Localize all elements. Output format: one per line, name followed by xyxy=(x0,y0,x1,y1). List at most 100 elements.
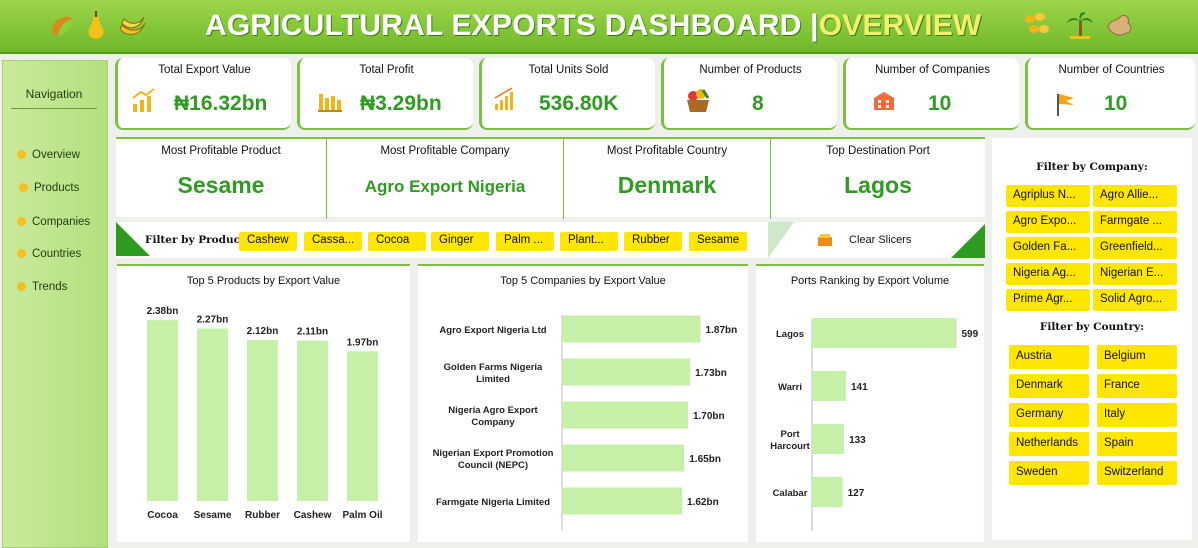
chart-top-products: Top 5 Products by Export Value 2.38bn Coc… xyxy=(117,264,410,542)
bar-data-label: 1.97bn xyxy=(347,337,379,348)
bar-data-label: 1.73bn xyxy=(695,368,727,379)
h-bar xyxy=(812,371,847,401)
title-main: AGRICULTURAL EXPORTS DASHBOARD | xyxy=(205,9,819,42)
bar-data-label: 133 xyxy=(849,435,866,446)
y-tick-label: Warri xyxy=(778,382,802,393)
mp-value: Denmark xyxy=(617,172,717,198)
country-chip[interactable]: Spain xyxy=(1097,432,1177,456)
company-chip[interactable]: Agro Expo... xyxy=(1006,211,1090,233)
product-chip[interactable]: Ginger xyxy=(431,232,489,251)
y-tick-label: Limited xyxy=(476,374,510,385)
x-tick-label: Cocoa xyxy=(147,510,178,521)
most-profitable-panel: Most Profitable Product Sesame Most Prof… xyxy=(116,137,985,219)
growth-chart-icon xyxy=(132,88,155,112)
nav-item-products[interactable]: Products xyxy=(19,182,79,194)
company-chip[interactable]: Agro Allie... xyxy=(1093,185,1177,207)
dashboard-title: AGRICULTURAL EXPORTS DASHBOARD |OVERVIEW xyxy=(205,9,981,43)
nav-label: Products xyxy=(34,182,80,194)
company-chip[interactable]: Greenfield... xyxy=(1093,237,1177,259)
company-chip[interactable]: Agriplus N... xyxy=(1006,185,1090,207)
company-chip[interactable]: Golden Fa... xyxy=(1006,237,1090,259)
y-tick-label: Harcourt xyxy=(770,441,810,452)
h-bar xyxy=(562,315,701,343)
company-chip[interactable]: Solid Agro... xyxy=(1093,289,1177,311)
kpi-total-export-value: Total Export Value ₦16.32bn xyxy=(115,58,291,130)
mp-label: Most Profitable Country xyxy=(606,145,728,157)
product-chip[interactable]: Cocoa xyxy=(368,232,426,251)
product-bar xyxy=(247,339,278,501)
product-chip[interactable]: Plant... xyxy=(560,232,618,251)
x-tick-label: Sesame xyxy=(194,510,232,521)
seeds-icon xyxy=(1025,13,1049,33)
country-chip[interactable]: Italy xyxy=(1097,403,1177,427)
kpi-label: Total Export Value xyxy=(158,64,251,76)
mp-label: Most Profitable Company xyxy=(380,145,510,157)
y-tick-label: Farmgate Nigeria Limited xyxy=(436,497,550,508)
company-chip[interactable]: Prime Agr... xyxy=(1006,289,1090,311)
nav-item-overview[interactable]: Overview xyxy=(17,149,80,161)
bar-data-label: 127 xyxy=(848,488,865,499)
kpi-number-of-companies: Number of Companies 10 xyxy=(843,58,1019,130)
kpi-label: Total Units Sold xyxy=(528,64,609,76)
product-chip[interactable]: Cashew xyxy=(239,232,297,251)
product-bar xyxy=(147,320,178,501)
corner-decoration xyxy=(951,224,985,258)
kpi-value: 10 xyxy=(1104,92,1128,115)
rising-bars-icon xyxy=(494,87,513,110)
product-bar xyxy=(197,328,228,501)
most-profitable-country: Most Profitable Country Denmark xyxy=(564,139,771,219)
bullet-icon xyxy=(17,282,26,292)
country-chip[interactable]: Sweden xyxy=(1009,461,1089,485)
kpi-label: Number of Countries xyxy=(1058,64,1165,76)
h-bar xyxy=(812,477,843,507)
chart-title: Top 5 Products by Export Value xyxy=(186,275,341,287)
country-chip[interactable]: Netherlands xyxy=(1009,432,1089,456)
nav-item-countries[interactable]: Countries xyxy=(17,248,81,260)
company-chip[interactable]: Farmgate ... xyxy=(1093,211,1177,233)
y-tick-label: Company xyxy=(471,417,515,428)
bar-data-label: 1.65bn xyxy=(689,454,721,465)
header-banner: AGRICULTURAL EXPORTS DASHBOARD |OVERVIEW xyxy=(0,0,1198,54)
clear-slicers-button[interactable]: Clear Slicers xyxy=(768,222,985,258)
country-chip[interactable]: Switzerland xyxy=(1097,461,1177,485)
product-filter-bar: Filter by Product: Cashew Cassa... Cocoa… xyxy=(116,222,768,258)
company-chip[interactable]: Nigerian E... xyxy=(1093,263,1177,285)
h-bar xyxy=(562,487,683,515)
country-chip[interactable]: Belgium xyxy=(1097,345,1177,369)
product-chip[interactable]: Sesame xyxy=(689,232,747,251)
y-tick-label: Council (NEPC) xyxy=(458,460,528,471)
kpi-value: ₦16.32bn xyxy=(174,92,268,115)
nav-item-companies[interactable]: Companies xyxy=(17,216,90,228)
country-chip[interactable]: Germany xyxy=(1009,403,1089,427)
country-chip[interactable]: France xyxy=(1097,374,1177,398)
bullet-icon xyxy=(17,249,26,259)
nav-label: Companies xyxy=(32,216,91,228)
product-chip[interactable]: Cassa... xyxy=(304,232,362,251)
bar-data-label: 599 xyxy=(961,329,978,340)
kpi-total-profit: Total Profit ₦3.29bn xyxy=(297,58,473,130)
bullet-icon xyxy=(17,217,26,227)
company-chip[interactable]: Nigeria Ag... xyxy=(1006,263,1090,285)
product-bar xyxy=(297,340,328,501)
h-bar xyxy=(562,444,685,472)
y-tick-label: Nigeria Agro Export xyxy=(448,405,538,416)
mp-value: Sesame xyxy=(177,172,265,198)
nav-item-trends[interactable]: Trends xyxy=(17,281,67,293)
product-chip[interactable]: Palm ... xyxy=(496,232,554,251)
most-profitable-company: Most Profitable Company Agro Export Nige… xyxy=(327,139,564,219)
country-chip[interactable]: Denmark xyxy=(1009,374,1089,398)
product-chip[interactable]: Rubber xyxy=(624,232,682,251)
banana-icon xyxy=(119,16,146,35)
country-chip[interactable]: Austria xyxy=(1009,345,1089,369)
top-destination-port: Top Destination Port Lagos xyxy=(771,139,985,219)
top-products-chart: 2.38bn Cocoa 2.27bn Sesame 2.12bn Rubber 2.11b… xyxy=(147,306,383,521)
bar-data-label: 1.62bn xyxy=(687,497,719,508)
h-bar xyxy=(562,358,691,386)
mp-value: Lagos xyxy=(844,172,912,198)
kpi-label: Number of Products xyxy=(699,64,802,76)
kpi-value: 8 xyxy=(752,92,764,115)
h-bar xyxy=(562,401,688,429)
bar-data-label: 1.70bn xyxy=(693,411,725,422)
kpi-value: ₦3.29bn xyxy=(360,92,442,115)
